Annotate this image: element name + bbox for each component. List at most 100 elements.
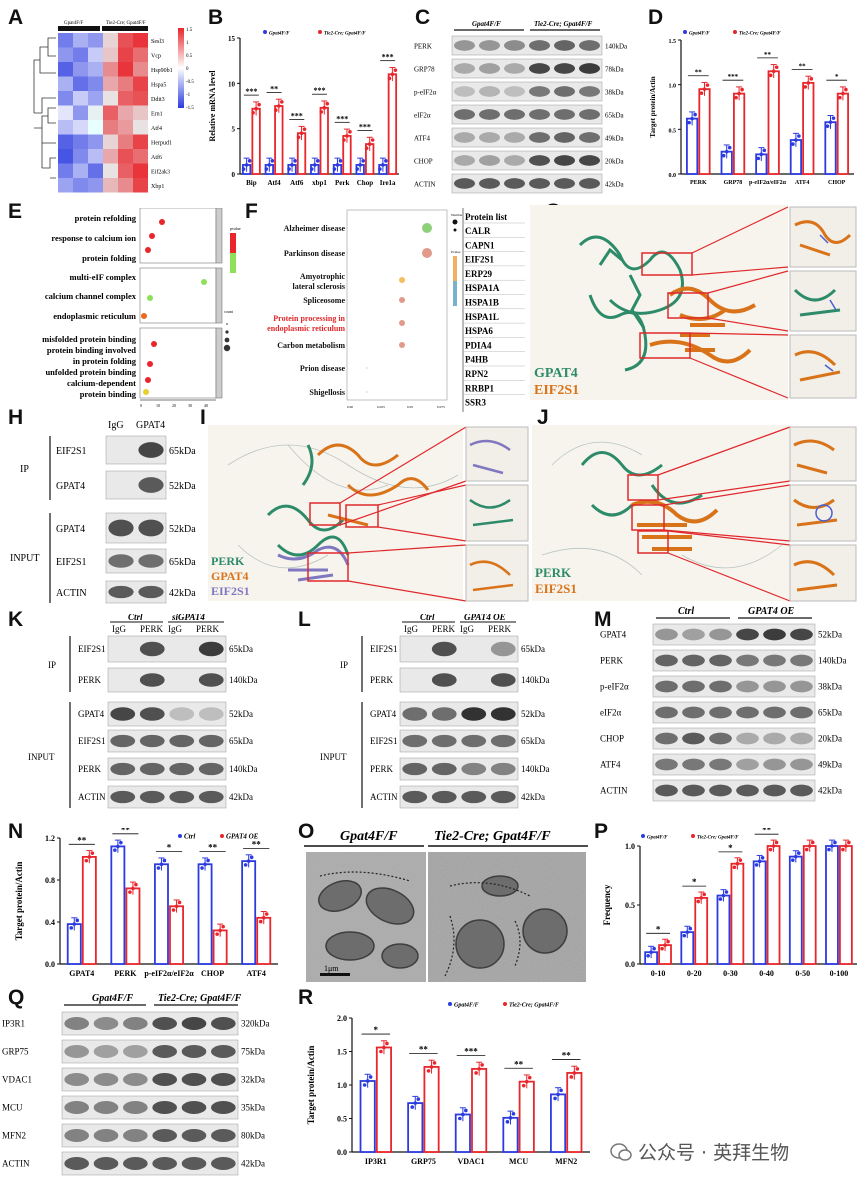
blot-band (93, 1017, 119, 1030)
legend-marker (263, 30, 267, 34)
data-point (702, 892, 707, 897)
blot-row-label: MCU (2, 1103, 23, 1113)
blot-band (211, 1101, 236, 1114)
panel-label-b: B (208, 6, 224, 29)
er-membranes (319, 871, 531, 977)
data-point (358, 163, 362, 167)
blot-kda-label: 42kDa (241, 1159, 265, 1169)
data-point (203, 862, 207, 867)
zoom-lines (689, 206, 789, 399)
blot-row-label: ATF4 (414, 135, 430, 143)
eif2s1-ribbon (631, 499, 719, 551)
data-point (774, 840, 779, 845)
kegg-term-label: Spliceosome (303, 296, 345, 305)
blot-band (554, 63, 575, 74)
data-point (241, 167, 246, 171)
blot-kda-label: 42kDa (229, 792, 253, 802)
heatmap-cell (118, 105, 133, 120)
blot-band (736, 680, 759, 693)
data-point (771, 69, 776, 74)
x-tick-label: ATF4 (246, 969, 265, 978)
y-axis-label: Relative mRNA level (208, 70, 217, 142)
data-point (759, 152, 764, 157)
data-point (652, 946, 656, 951)
data-point (84, 858, 89, 863)
heatmap-cell (73, 76, 88, 91)
x-tick-label: 10 (156, 403, 160, 408)
kegg-dot (366, 391, 368, 393)
chart-p: 0.0 0.5 1.0 Frequency * 0-10 * 0-20 * 0-30 ** 0-40 0… (602, 828, 857, 978)
data-point (461, 1112, 465, 1117)
blot-band (138, 442, 164, 458)
heatmap-color-scale (178, 28, 184, 108)
bar-0 (686, 117, 699, 175)
bar-1 (766, 845, 781, 965)
heatmap-gene-label: Eif2ak3 (151, 169, 170, 176)
legend-number: Number (451, 213, 463, 217)
panel-label-a: A (8, 6, 24, 29)
input-label: INPUT (28, 752, 55, 762)
data-point (119, 840, 123, 845)
protein-list-item: RPN2 (465, 369, 488, 379)
legend-marker (503, 1002, 507, 1006)
x-tick-label: xbp1 (312, 179, 327, 187)
data-point (696, 899, 701, 904)
heatmap-cell (133, 105, 148, 120)
sig-label: * (728, 843, 733, 853)
blot-band (431, 673, 457, 687)
data-point (296, 135, 301, 140)
data-point (280, 100, 284, 104)
blot-band (655, 680, 678, 693)
protein-list-title: Protein list (465, 212, 507, 222)
blot-band (554, 178, 575, 189)
x-tick-label: Chop (357, 179, 373, 187)
data-point (249, 855, 254, 860)
x-tick-label: 0.05 (407, 405, 413, 409)
bar-1 (733, 92, 746, 175)
panel-label-q: Q (8, 986, 25, 1009)
y-tick-label: 0 (232, 171, 236, 179)
structure-i: PERK GPAT4 EIF2S1 (208, 425, 529, 602)
heatmap-scale-labels: 1.5 1 0.5 0 -0.5 -1 -1.5 (186, 28, 194, 111)
blot-band (211, 1157, 236, 1170)
blot-band (139, 790, 165, 804)
heatmap-cell (133, 178, 148, 193)
blot-band (736, 784, 759, 797)
data-point (381, 163, 385, 167)
blot-kda-label: 140kDa (229, 675, 258, 685)
y-axis-label: Target protein/Actin (649, 76, 657, 137)
blot-row-label: ACTIN (56, 588, 87, 599)
blot-kda-label: 75kDa (241, 1047, 265, 1057)
blot-band (504, 63, 525, 74)
lane-label: IgG (460, 624, 474, 634)
ip-label: IP (340, 660, 348, 670)
y-tick-label: 0.0 (669, 173, 677, 179)
group-label: Ctrl (678, 606, 694, 617)
lane-label: PERK (140, 624, 164, 634)
heatmap-cell (73, 120, 88, 135)
blot-band (579, 178, 600, 189)
heatmap-cell (88, 120, 103, 135)
blot-band (504, 109, 525, 120)
bar-1 (802, 81, 815, 175)
sig-label: ** (695, 69, 703, 77)
blot-row-label: PERK (78, 675, 102, 685)
blot-kda-label: 32kDa (241, 1075, 265, 1085)
data-point (464, 1108, 468, 1113)
blot-kda-label: 52kDa (169, 481, 196, 492)
coip-blot-k: Ctrl siGPAT4 IgG PERK IgG PERK EIF2S1 65kDa PERK… (28, 614, 258, 809)
heatmap-gene-label: Hsp90b1 (151, 68, 173, 74)
heatmap-cell (58, 163, 73, 178)
data-point (732, 865, 737, 870)
data-point (688, 926, 693, 931)
data-point (177, 900, 182, 905)
go-term-label: protein folding (82, 253, 137, 263)
x-tick-label: Perk (335, 179, 349, 187)
blot-row-label: GPAT4 (56, 524, 85, 535)
chart-n: 0.0 0.4 0.8 1.2 Target protein/Actin ** GPAT4 *… (14, 828, 278, 978)
blot-row-label: ACTIN (414, 181, 435, 189)
blot-row-label: MFN2 (2, 1131, 26, 1141)
data-point (699, 91, 704, 95)
blot-band (138, 519, 164, 537)
